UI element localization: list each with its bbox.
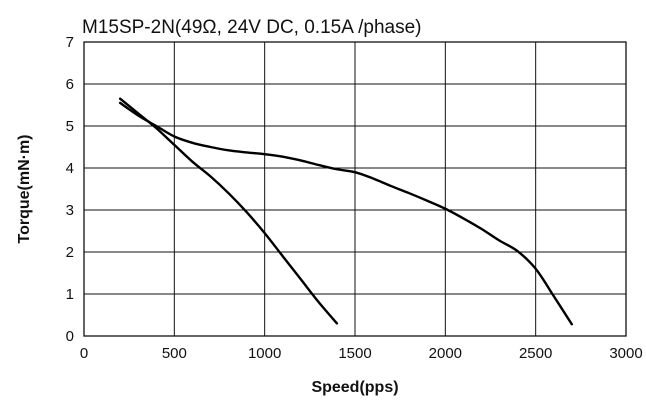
- plot-frame: [83, 41, 627, 337]
- y-tick-label: 0: [66, 328, 74, 345]
- series-line-1: [118, 97, 339, 325]
- x-tick-label: 0: [80, 345, 88, 362]
- y-tick-label: 2: [66, 244, 74, 261]
- y-tick-label: 3: [66, 202, 74, 219]
- grid: [83, 41, 627, 337]
- y-tick-label: 5: [66, 118, 74, 135]
- x-tick-label: 1000: [248, 345, 281, 362]
- y-tick-label: 4: [66, 160, 74, 177]
- x-tick-label: 1500: [338, 345, 371, 362]
- y-tick-label: 1: [66, 286, 74, 303]
- x-tick-label: 500: [162, 345, 187, 362]
- x-tick-label: 2000: [429, 345, 462, 362]
- tick-labels: 0 500 1000 1500 2000 2500 3000 0 1 2 3 4 5 6 7: [66, 34, 643, 362]
- x-axis-label: Speed(pps): [311, 379, 398, 396]
- y-tick-label: 7: [66, 34, 74, 51]
- series-line-2: [118, 101, 573, 326]
- x-tick-label: 3000: [609, 345, 642, 362]
- x-tick-label: 2500: [519, 345, 552, 362]
- y-tick-label: 6: [66, 76, 74, 93]
- chart-title: M15SP-2N(49Ω, 24V DC, 0.15A /phase): [82, 17, 422, 38]
- series-layer: [118, 97, 573, 326]
- y-axis-label: Torque(mN·m): [16, 134, 33, 243]
